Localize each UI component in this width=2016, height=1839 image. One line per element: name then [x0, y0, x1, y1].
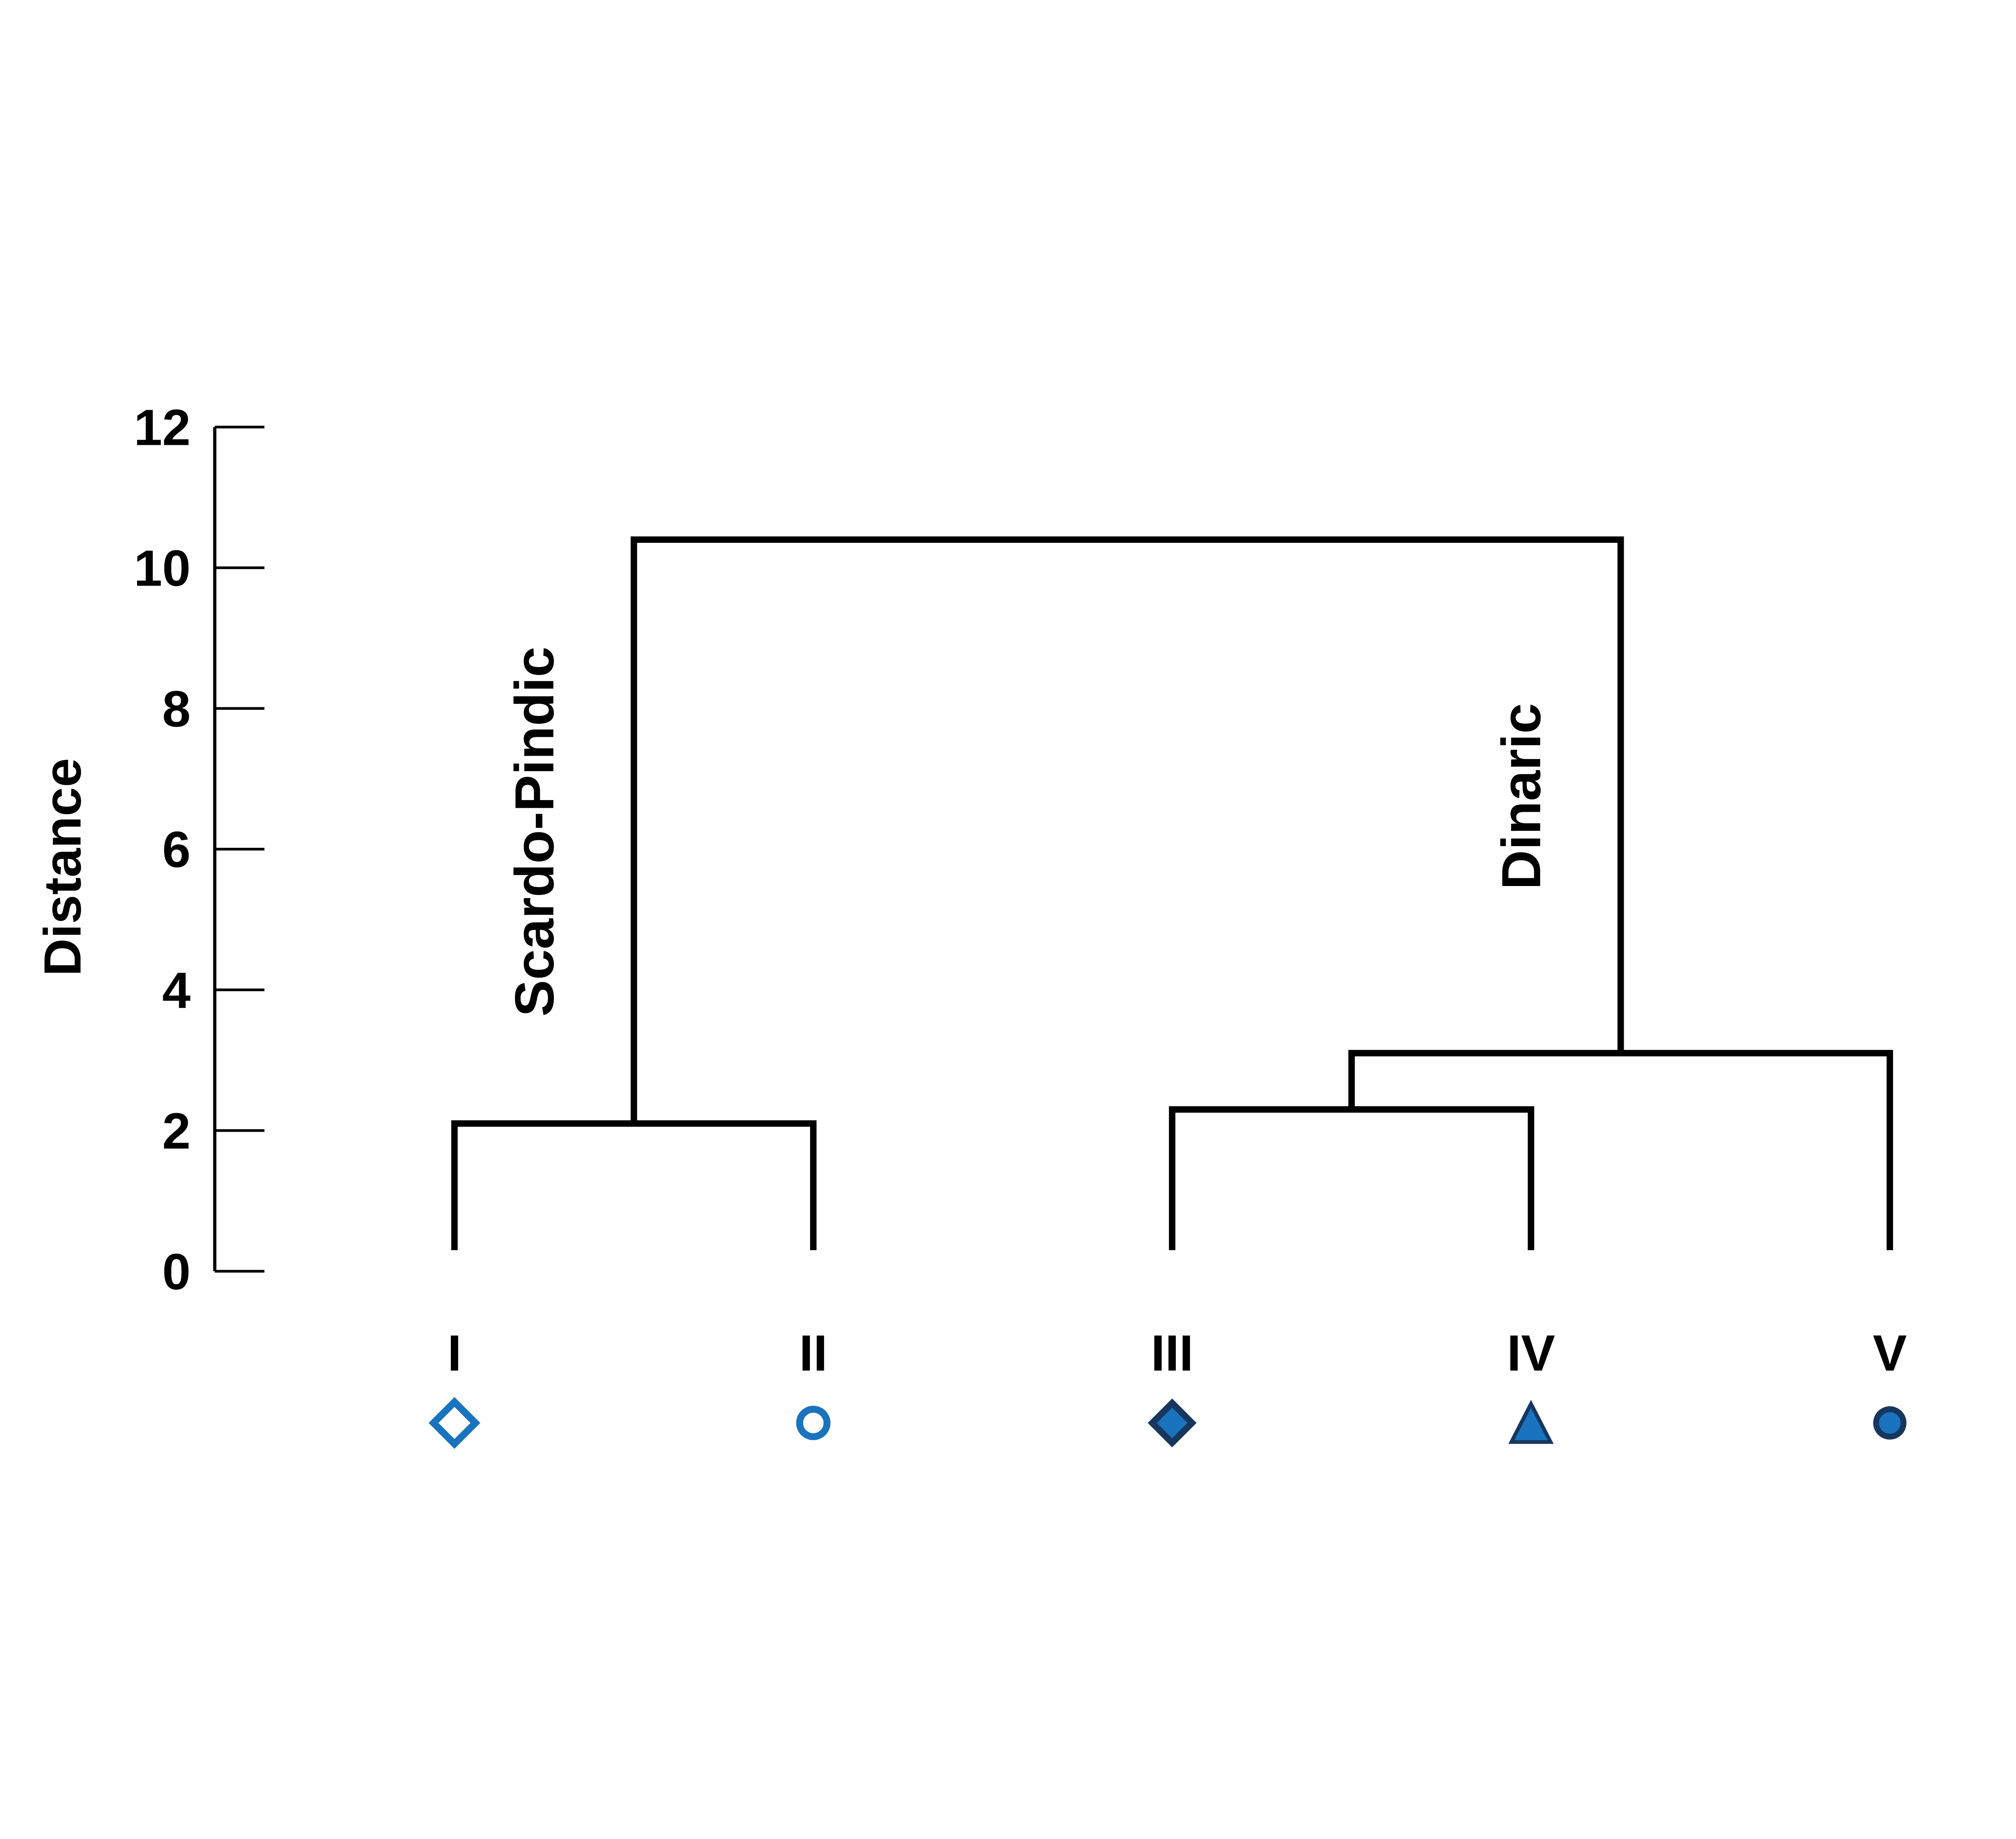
y-axis-tick-label: 4 — [162, 961, 190, 1019]
dendrogram-link — [1169, 1106, 1535, 1250]
leaf-marker-open-circle — [796, 1405, 831, 1440]
leaf-label-IV: IV — [1507, 1324, 1555, 1382]
y-axis-tick-label: 2 — [162, 1102, 190, 1159]
leaf-row: I II III IV V — [428, 1324, 1907, 1449]
y-axis-title: Distance — [33, 758, 92, 976]
leaf-label-V: V — [1873, 1324, 1907, 1382]
y-axis-tick-label: 8 — [162, 680, 190, 737]
dendrogram-link — [1348, 1050, 1893, 1250]
cluster-label-scardo-pindic: Scardo-Pindic — [503, 646, 565, 1017]
dendrogram-tree: Scardo-Pindic Dinaric — [451, 536, 1893, 1250]
cluster-label-dinaric: Dinaric — [1490, 703, 1552, 890]
y-axis-tick-label: 6 — [162, 821, 190, 878]
y-axis-tick-label: 10 — [134, 539, 191, 596]
y-axis-tick-label: 12 — [134, 399, 191, 456]
dendrogram-link — [451, 1120, 817, 1250]
leaf-marker-open-diamond — [428, 1397, 481, 1449]
leaf-label-III: III — [1151, 1324, 1193, 1382]
leaf-marker-filled-triangle — [1508, 1399, 1554, 1444]
leaf-label-II: II — [799, 1324, 827, 1382]
leaf-label-I: I — [448, 1324, 462, 1382]
leaf-marker-filled-circle — [1873, 1406, 1907, 1440]
dendrogram-link — [631, 536, 1624, 1124]
leaf-marker-filled-diamond — [1148, 1398, 1197, 1447]
y-axis-tick-label: 0 — [162, 1243, 190, 1300]
y-axis: 0 2 4 6 8 10 12 — [134, 399, 264, 1300]
